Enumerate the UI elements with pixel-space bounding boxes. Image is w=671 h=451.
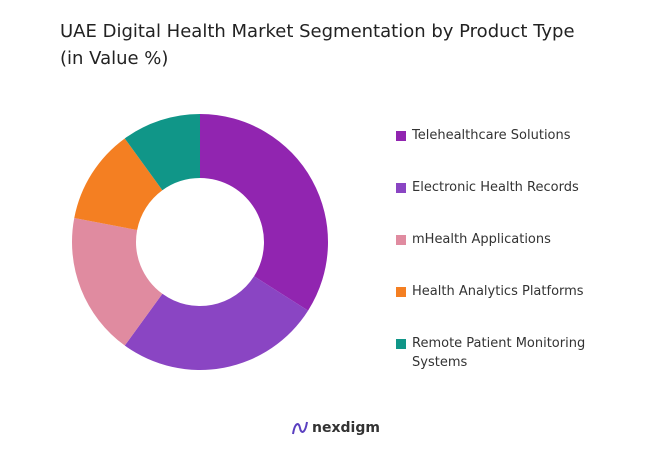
legend-swatch	[396, 235, 406, 245]
slice	[72, 218, 163, 346]
legend-item: Remote Patient Monitoring Systems	[396, 334, 626, 386]
legend-item: mHealth Applications	[396, 230, 626, 282]
legend-label: Electronic Health Records	[412, 180, 579, 195]
legend-label: mHealth Applications	[412, 232, 551, 247]
legend-swatch	[396, 339, 406, 349]
legend-label: Remote Patient Monitoring Systems	[412, 336, 586, 370]
legend-swatch	[396, 183, 406, 193]
legend-item: Health Analytics Platforms	[396, 282, 626, 334]
legend-label: Telehealthcare Solutions	[412, 128, 571, 143]
chart-title: UAE Digital Health Market Segmentation b…	[60, 21, 575, 69]
brand: nexdigm	[312, 420, 380, 436]
slice	[74, 138, 163, 231]
legend-swatch	[396, 287, 406, 297]
legend-label: Health Analytics Platforms	[412, 284, 584, 299]
legend-item: Telehealthcare Solutions	[396, 126, 626, 178]
legend: Telehealthcare Solutions Electronic Healt…	[396, 126, 626, 386]
legend-item: Electronic Health Records	[396, 178, 626, 230]
slice	[124, 114, 200, 191]
legend-swatch	[396, 131, 406, 141]
slice	[124, 276, 309, 370]
slice	[200, 114, 328, 311]
logo-icon	[292, 421, 308, 435]
